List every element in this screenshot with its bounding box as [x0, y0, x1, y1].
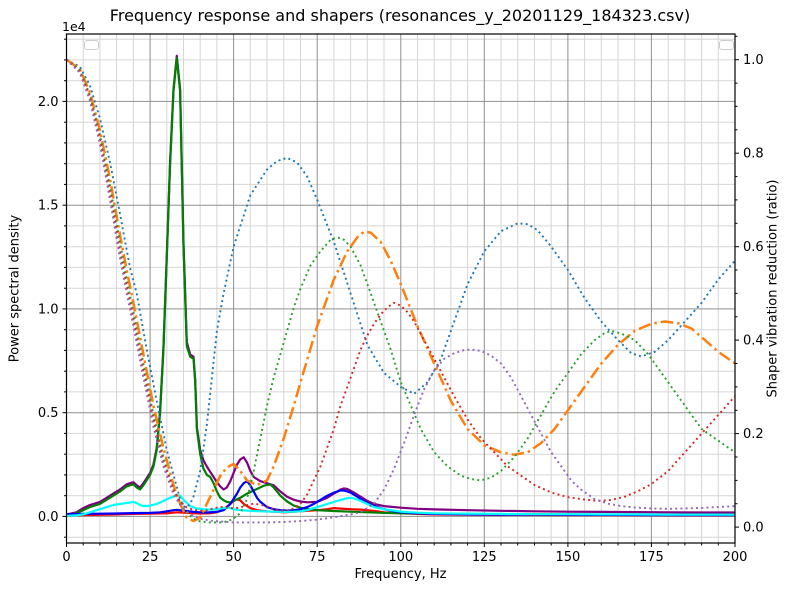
legend-shapers: [719, 40, 734, 50]
y-right-tick-label: 0.0: [743, 521, 764, 536]
curve-zv: [66, 58, 736, 509]
y-right-tick-label: 0.4: [743, 334, 764, 349]
legend-psd: [84, 40, 99, 50]
y-right-tick-label: 0.6: [743, 240, 764, 255]
y-left-tick-label: 1.0: [38, 302, 59, 317]
x-tick-label: 175: [639, 550, 664, 565]
y-right-tick-label: 0.8: [743, 147, 764, 162]
curve-after-shaper: [66, 494, 735, 517]
x-tick-label: 50: [225, 550, 242, 565]
curve-ei: [65, 58, 736, 524]
curve-mzv: [65, 58, 736, 523]
x-tick-label: 75: [309, 550, 326, 565]
y-axis-label-right: Shaper vibration reduction (ratio): [765, 179, 781, 398]
chart-title: Frequency response and shapers (resonanc…: [109, 6, 691, 25]
x-tick-label: 200: [723, 550, 748, 565]
y-right-tick-label: 0.2: [743, 427, 764, 442]
y-left-tick-label: 1.5: [38, 199, 59, 214]
curve-y: [66, 56, 736, 517]
curve-3hump_ei: [65, 59, 736, 524]
axis-ticks: [62, 35, 739, 547]
x-tick-label: 100: [388, 550, 413, 565]
y-axis-offset-text: 1e4: [62, 19, 86, 34]
tick-labels: 0 25 50 75 100 125 150 175 200 0.0 0.5 1.0 1.5 2.0 0.0…: [38, 53, 764, 565]
y-left-tick-label: 2.0: [38, 95, 59, 110]
y-axis-label-left: Power spectral density: [7, 214, 23, 363]
y-right-tick-label: 1.0: [743, 53, 764, 68]
x-tick-label: 150: [555, 550, 580, 565]
x-tick-label: 25: [142, 550, 159, 565]
y-left-tick-label: 0.5: [38, 406, 59, 421]
x-axis-label: Frequency, Hz: [354, 567, 447, 582]
x-tick-label: 125: [472, 550, 497, 565]
x-tick-label: 0: [62, 550, 70, 565]
y-left-tick-label: 0.0: [38, 510, 59, 525]
curve-x+y+z: [66, 54, 735, 516]
